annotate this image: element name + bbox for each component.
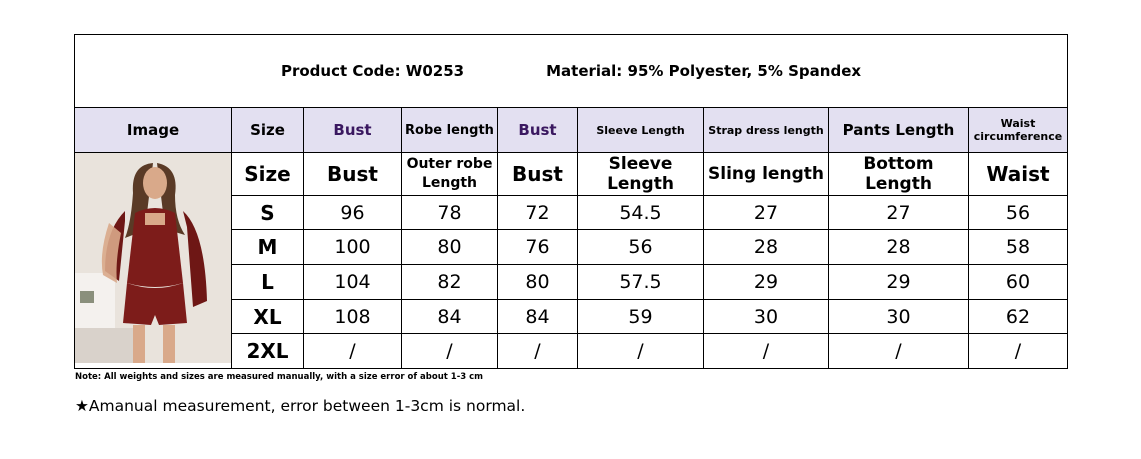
header-cell: Image: [74, 107, 232, 153]
value-cell: 29: [828, 264, 969, 300]
value-cell: 108: [303, 298, 402, 335]
data-row: 2XL / / / / / / /: [75, 333, 1069, 369]
value-cell: 84: [497, 298, 578, 335]
size-table: Product Code: W0253 Material: 95% Polyest…: [73, 34, 1069, 369]
value-cell: 96: [303, 194, 402, 231]
value-cell: 27: [703, 194, 829, 231]
value-cell: /: [497, 333, 578, 369]
photo: [75, 153, 231, 363]
value-cell: 84: [401, 298, 498, 335]
product-image: [74, 152, 232, 369]
value-cell: /: [303, 333, 402, 369]
value-cell: /: [967, 333, 1069, 369]
value-cell: /: [401, 333, 498, 369]
product-code: Product Code: W0253: [280, 62, 465, 80]
subheader-cell: Bust: [303, 152, 402, 196]
value-cell: 78: [401, 194, 498, 231]
value-cell: 28: [703, 229, 829, 266]
value-cell: /: [577, 333, 704, 369]
value-cell: 58: [967, 229, 1069, 266]
header-cell: Strap dress length: [703, 107, 829, 153]
value-cell: 100: [303, 229, 402, 266]
header-cell: Pants Length: [828, 107, 969, 153]
value-cell: 56: [967, 194, 1069, 231]
data-row: S 96 78 72 54.5 27 27 56: [75, 194, 1069, 231]
value-cell: 54.5: [577, 194, 704, 231]
data-row: M 100 80 76 56 28 28 58: [75, 229, 1069, 266]
value-cell: /: [828, 333, 969, 369]
value-cell: 104: [303, 264, 402, 300]
size-cell: L: [231, 264, 304, 300]
header-cell: Sleeve Length: [577, 107, 704, 153]
value-cell: 27: [828, 194, 969, 231]
value-cell: 72: [497, 194, 578, 231]
value-cell: /: [703, 333, 829, 369]
data-row: XL 108 84 84 59 30 30 62: [75, 298, 1069, 335]
header-cell: Robe length: [401, 107, 498, 153]
header-cell: Bust: [497, 107, 578, 153]
value-cell: 56: [577, 229, 704, 266]
subheader-cell: Bust: [497, 152, 578, 196]
subheader-cell: Sling length: [703, 152, 829, 196]
header-row: Size Bust Outer robe Length Bust Sleeve Leng…: [74, 152, 1069, 369]
size-cell: M: [231, 229, 304, 266]
material: Material: 95% Polyester, 5% Spandex: [546, 62, 862, 80]
title-cell: Product Code: W0253 Material: 95% Polyest…: [73, 34, 1069, 108]
data-row: L 104 82 80 57.5 29 29 60: [75, 264, 1069, 300]
size-cell: 2XL: [231, 333, 304, 369]
subheader-cell: Bottom Length: [828, 152, 969, 196]
value-cell: 30: [828, 298, 969, 335]
value-cell: 76: [497, 229, 578, 266]
value-cell: 28: [828, 229, 969, 266]
header-cell: Bust: [303, 107, 402, 153]
value-cell: 82: [401, 264, 498, 300]
value-cell: 57.5: [577, 264, 704, 300]
subheader-cell: Size: [231, 152, 304, 196]
footnote: ★Amanual measurement, error between 1-3c…: [75, 397, 526, 415]
subheader-cell: Sleeve Length: [577, 152, 704, 196]
value-cell: 59: [577, 298, 704, 335]
note: Note: All weights and sizes are measured…: [75, 372, 483, 382]
value-cell: 29: [703, 264, 829, 300]
size-cell: S: [231, 194, 304, 231]
subheader-cell: Outer robe Length: [401, 152, 498, 196]
size-cell: XL: [231, 298, 304, 335]
header-cell: Size: [231, 107, 304, 153]
value-cell: 80: [401, 229, 498, 266]
subheader-cell: Waist: [967, 152, 1069, 196]
header-row: Image Size Bust Robe length Bust Sleeve Lengt…: [74, 107, 1069, 153]
value-cell: 62: [967, 298, 1069, 335]
value-cell: 60: [967, 264, 1069, 300]
value-cell: 80: [497, 264, 578, 300]
value-cell: 30: [703, 298, 829, 335]
header-cell: Waist circumference: [967, 107, 1069, 153]
